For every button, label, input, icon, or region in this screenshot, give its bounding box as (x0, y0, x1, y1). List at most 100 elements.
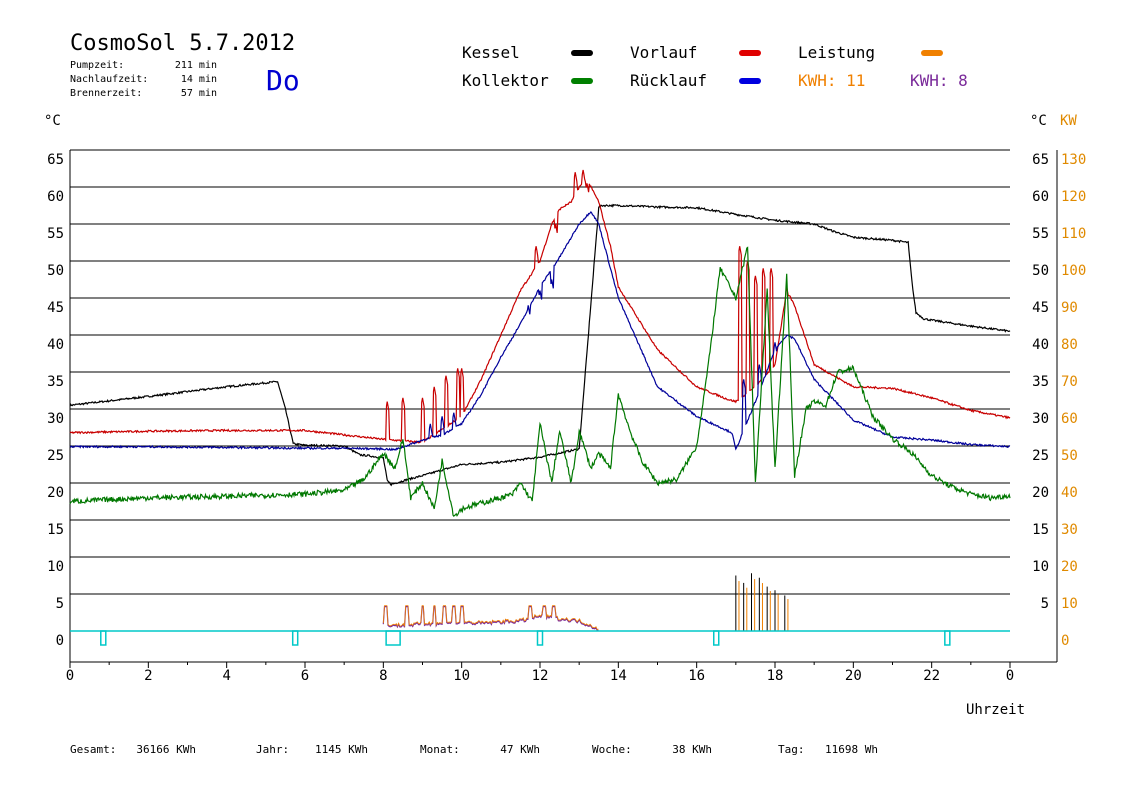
kwh-orange-label: KWH: 11 (798, 71, 865, 90)
y-tick-label: 15 (47, 522, 64, 538)
day-label: Do (266, 64, 300, 97)
footer-value: 11698 Wh (825, 743, 878, 756)
y2-tick-label: 40 (1032, 337, 1049, 353)
y2-tick-label: 25 (1032, 448, 1049, 464)
runtime-value: 211 min (175, 60, 217, 71)
kw-tick-label: 30 (1061, 522, 1078, 538)
y2-tick-label: 55 (1032, 226, 1049, 242)
kw-tick-label: 110 (1061, 226, 1086, 242)
footer-value: 38 KWh (672, 743, 712, 756)
x-tick-label: 4 (222, 668, 230, 684)
y-tick-label: 55 (47, 226, 64, 242)
y2-tick-label: 35 (1032, 374, 1049, 390)
runtime-value: 14 min (181, 74, 217, 85)
y-tick-label: 50 (47, 263, 64, 279)
kwh2-line (382, 606, 599, 632)
kw-tick-label: 80 (1061, 337, 1078, 353)
series-line-kessel (69, 203, 1011, 487)
pump-on-marker (536, 630, 544, 646)
series-line-kollektor (69, 246, 1011, 517)
x-tick-label: 10 (453, 668, 470, 684)
y2-tick-label: 10 (1032, 559, 1049, 575)
x-tick-label: 0 (1006, 668, 1014, 684)
chart-title: CosmoSol 5.7.2012 (70, 31, 295, 56)
y2-tick-label: 60 (1032, 189, 1049, 205)
x-tick-label: 6 (301, 668, 309, 684)
kwh-purple-label: KWH: 8 (910, 71, 968, 90)
left-unit-label: °C (44, 113, 61, 129)
x-tick-label: 2 (144, 668, 152, 684)
y-tick-label: 45 (47, 300, 64, 316)
footer-label: Monat: (420, 743, 460, 756)
kw-tick-label: 10 (1061, 596, 1078, 612)
footer-value: 47 KWh (500, 743, 540, 756)
legend: Kessel Vorlauf Leistung Kollektor Rücklauf KW… (462, 43, 968, 90)
x-tick-label: 0 (66, 668, 74, 684)
kw-tick-label: 100 (1061, 263, 1086, 279)
legend-label: Vorlauf (630, 43, 697, 62)
gridlines (69, 149, 1058, 663)
kw-tick-label: 60 (1061, 411, 1078, 427)
kw-tick-label: 90 (1061, 300, 1078, 316)
footer-value: 1145 KWh (315, 743, 368, 756)
x-tick-label: 18 (767, 668, 784, 684)
legend-label: Kollektor (462, 71, 549, 90)
pump-on-marker (291, 630, 299, 646)
footer-label: Woche: (592, 743, 632, 756)
pump-on-marker (713, 630, 720, 646)
series-line-vorlauf (69, 169, 1011, 444)
right-unit-c-label: °C (1030, 113, 1047, 129)
y-axis-left-ticks: 0 5 10 15 20 25 30 35 40 45 50 55 60 65 (47, 152, 64, 649)
x-tick-label: 20 (845, 668, 862, 684)
y2-tick-label: 65 (1032, 152, 1049, 168)
runtime-label: Nachlaufzeit: (70, 74, 148, 85)
x-axis-label: Uhrzeit (966, 702, 1025, 718)
x-tick-label: 8 (379, 668, 387, 684)
y-tick-label: 40 (47, 337, 64, 353)
y-tick-label: 10 (47, 559, 64, 575)
x-tick-label: 12 (532, 668, 549, 684)
legend-label: Leistung (798, 43, 875, 62)
y2-tick-label: 30 (1032, 411, 1049, 427)
kw-tick-label: 50 (1061, 448, 1078, 464)
y2-tick-label: 5 (1041, 596, 1049, 612)
runtime-label: Pumpzeit: (70, 60, 124, 71)
y2-tick-label: 45 (1032, 300, 1049, 316)
footer-stats: Gesamt: 36166 KWh Jahr: 1145 KWh Monat: 47 KW… (70, 743, 878, 756)
y2-tick-label: 20 (1032, 485, 1049, 501)
y2-tick-label: 50 (1032, 263, 1049, 279)
right-unit-kw-label: KW (1060, 113, 1077, 129)
y-tick-label: 25 (47, 448, 64, 464)
pump-on-marker (385, 630, 401, 646)
kw-tick-label: 130 (1061, 152, 1086, 168)
series-group (69, 169, 1011, 632)
y-tick-label: 0 (56, 633, 64, 649)
y2-tick-label: 15 (1032, 522, 1049, 538)
x-tick-label: 22 (923, 668, 940, 684)
y-tick-label: 35 (47, 374, 64, 390)
runtime-label: Brennerzeit: (70, 88, 142, 99)
y-tick-label: 60 (47, 189, 64, 205)
kw-tick-label: 70 (1061, 374, 1078, 390)
x-tick-label: 14 (610, 668, 627, 684)
kw-tick-label: 0 (1061, 633, 1069, 649)
series-line-ruecklauf (69, 211, 1011, 452)
footer-label: Tag: (778, 743, 805, 756)
pump-on-marker (100, 630, 107, 646)
y-axis-right-c-ticks: 5 10 15 20 25 30 35 40 45 50 55 60 65 (1032, 152, 1049, 612)
pump-indicator (70, 630, 1010, 646)
legend-label: Rücklauf (630, 71, 707, 90)
kw-tick-label: 40 (1061, 485, 1078, 501)
y-tick-label: 30 (47, 411, 64, 427)
footer-label: Gesamt: (70, 743, 116, 756)
y-axis-right-kw-ticks: 0 10 20 30 40 50 60 70 80 90 100 110 120 130 (1061, 152, 1086, 649)
x-tick-label: 16 (688, 668, 705, 684)
footer-value: 36166 KWh (136, 743, 196, 756)
legend-label: Kessel (462, 43, 520, 62)
runtime-value: 57 min (181, 88, 217, 99)
footer-label: Jahr: (256, 743, 289, 756)
y-tick-label: 20 (47, 485, 64, 501)
y-tick-label: 65 (47, 152, 64, 168)
leistung-line (382, 605, 599, 631)
